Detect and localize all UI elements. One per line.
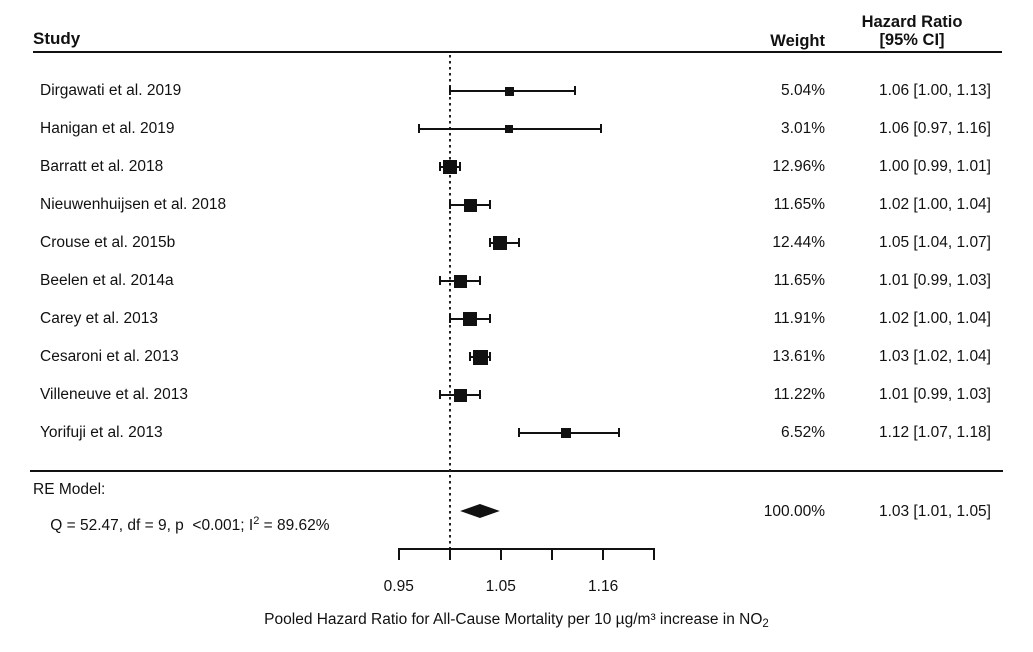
ci-upper-cap [479,390,482,399]
ci-upper-cap [459,162,462,171]
ci-upper-cap [518,238,520,247]
point-estimate-square [453,274,467,288]
ci-upper-cap [489,314,491,323]
point-estimate-square [505,125,514,133]
ci-upper-cap [489,200,491,209]
hr-ci-value: 1.01 [0.99, 1.03] [878,386,991,403]
weight-value: 11.65% [773,272,825,289]
study-label: Yorifuji et al. 2013 [40,424,163,441]
ci-lower-cap [438,162,441,171]
summary-heterogeneity-stats: Q = 52.47, df = 9, p <0.001; I2 = 89.62% [33,499,330,553]
hr-ci-value: 1.05 [1.04, 1.07] [878,234,991,251]
study-label: Nieuwenhuijsen et al. 2018 [40,196,227,213]
weight-value: 11.22% [773,386,825,403]
study-label: Barratt et al. 2018 [40,158,164,175]
column-header-study: Study [33,29,81,48]
point-estimate-square [463,312,478,326]
ci-upper-cap [600,124,603,133]
x-axis-tick [550,548,553,560]
stats-superscript: 2 [253,514,260,527]
study-label: Carey et al. 2013 [40,310,159,327]
study-label: Dirgawati et al. 2019 [40,82,182,99]
x-axis-tick [499,548,502,560]
stats-suffix: = 89.62% [259,517,330,534]
ci-upper-cap [573,86,576,95]
x-axis-title-text: Pooled Hazard Ratio for All-Cause Mortal… [264,611,763,628]
weight-value: 5.04% [781,82,825,99]
point-estimate-square [443,160,457,174]
summary-diamond [460,504,500,518]
ci-upper-cap [489,352,491,361]
weight-value: 12.96% [772,158,825,175]
ci-lower-cap [449,200,451,209]
study-label: Cesaroni et al. 2013 [40,348,179,365]
x-axis-title: Pooled Hazard Ratio for All-Cause Mortal… [0,611,1033,630]
ci-lower-cap [438,276,441,285]
ci-upper-cap [617,428,620,437]
hr-ci-value: 1.12 [1.07, 1.18] [878,424,991,441]
ci-lower-cap [518,428,520,437]
x-axis-line [398,548,654,550]
hr-ci-value: 1.06 [0.97, 1.16] [878,120,991,137]
x-axis-tick [652,548,655,560]
x-axis-tick-label: 1.16 [588,578,619,595]
summary-weight-value: 100.00% [763,503,825,520]
point-estimate-square [463,198,477,212]
x-axis-tick [397,548,400,560]
x-axis-tick [449,548,451,560]
ci-lower-cap [449,314,451,323]
point-estimate-square [453,388,467,402]
point-estimate-square [504,86,514,96]
summary-model-label: RE Model: [33,481,106,498]
ci-lower-cap [449,86,451,95]
stats-prefix: Q = 52.47, df = 9, p <0.001; I [50,517,254,534]
x-axis-title-subscript: 2 [762,618,769,630]
weight-value: 11.91% [773,310,825,327]
ci-upper-cap [479,276,482,285]
hr-ci-value: 1.03 [1.02, 1.04] [878,348,991,365]
summary-hr-ci-value: 1.03 [1.01, 1.05] [878,503,991,520]
weight-value: 3.01% [781,120,825,137]
hazard-ratio-header-line1: Hazard Ratio [861,13,963,31]
point-estimate-square [560,428,571,438]
ci-lower-cap [417,124,420,133]
study-label: Villeneuve et al. 2013 [40,386,188,403]
study-label: Beelen et al. 2014a [40,272,174,289]
summary-separator-rule [30,470,1003,472]
hr-ci-value: 1.01 [0.99, 1.03] [878,272,991,289]
hr-ci-value: 1.06 [1.00, 1.13] [878,82,991,99]
point-estimate-square [472,349,488,365]
hr-ci-value: 1.02 [1.00, 1.04] [878,310,991,327]
x-axis-tick-label: 1.05 [485,578,516,595]
study-label: Crouse et al. 2015b [40,234,176,251]
ci-lower-cap [438,390,441,399]
ci-lower-cap [489,238,491,247]
reference-line-hr-1 [449,55,451,549]
ci-lower-cap [469,352,472,361]
column-header-hazard-ratio: Hazard Ratio [95% CI] [822,13,1002,49]
study-label: Hanigan et al. 2019 [40,120,175,137]
weight-value: 12.44% [772,234,825,251]
hr-ci-value: 1.00 [0.99, 1.01] [878,158,991,175]
hazard-ratio-header-line2: [95% CI] [879,31,945,49]
point-estimate-square [492,236,507,250]
x-axis-tick [602,548,605,560]
hr-ci-value: 1.02 [1.00, 1.04] [878,196,991,213]
weight-value: 6.52% [781,424,825,441]
x-axis-tick-label: 0.95 [383,578,414,595]
weight-value: 13.61% [772,348,825,365]
weight-value: 11.65% [773,196,825,213]
header-rule [33,51,1002,53]
column-header-weight: Weight [770,32,825,50]
